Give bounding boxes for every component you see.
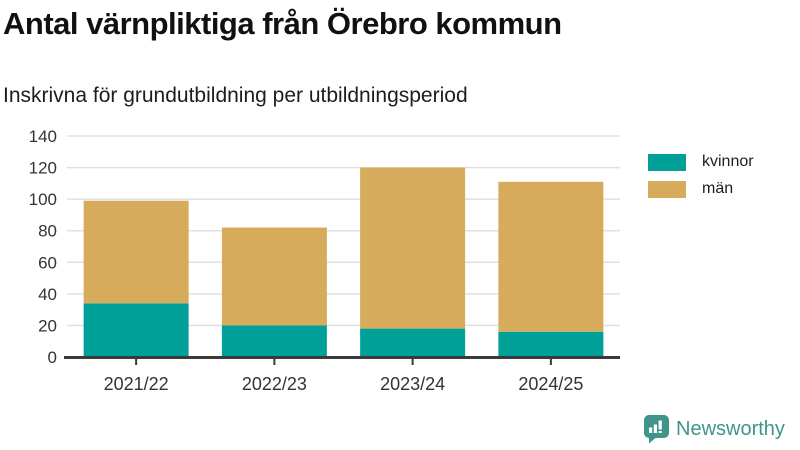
bar-segment-män-2023/24 xyxy=(360,167,466,329)
y-tick-label-120: 120 xyxy=(29,159,57,178)
chart-subtitle: Inskrivna för grundutbildning per utbild… xyxy=(3,84,468,107)
bar-segment-kvinnor-2021/22 xyxy=(83,303,189,357)
bar-segment-kvinnor-2024/25 xyxy=(498,331,604,357)
y-tick-label-140: 140 xyxy=(29,127,57,146)
y-tick-label-40: 40 xyxy=(38,285,57,304)
legend-item-kvinnor: kvinnor xyxy=(648,153,754,171)
legend-label-man: män xyxy=(702,180,734,197)
stacked-bar-chart: 0 20 40 60 80 100 120 140 2021/22 2022/23 2023/24 2… xyxy=(29,127,620,394)
x-tick-label-2021/22: 2021/22 xyxy=(104,374,169,394)
legend-item-man: män xyxy=(648,180,754,198)
x-tick-label-2023/24: 2023/24 xyxy=(380,374,445,394)
y-tick-label-100: 100 xyxy=(29,190,57,209)
bar-segment-kvinnor-2022/23 xyxy=(221,325,327,357)
x-tick-label-2024/25: 2024/25 xyxy=(518,374,583,394)
y-tick-label-80: 80 xyxy=(38,222,57,241)
y-tick-label-20: 20 xyxy=(38,316,57,335)
chart-title: Antal värnpliktiga från Örebro kommun xyxy=(3,6,562,41)
y-tick-label-0: 0 xyxy=(48,348,57,367)
bar-segment-män-2024/25 xyxy=(498,181,604,332)
bar-segment-män-2021/22 xyxy=(83,200,189,304)
bar-segment-män-2022/23 xyxy=(221,227,327,326)
legend-swatch-man xyxy=(648,180,686,198)
bar-segment-kvinnor-2023/24 xyxy=(360,328,466,357)
chart-legend: kvinnor män xyxy=(648,153,754,198)
legend-swatch-kvinnor xyxy=(648,153,686,171)
x-tick-label-2022/23: 2022/23 xyxy=(242,374,307,394)
legend-label-kvinnor: kvinnor xyxy=(702,153,754,170)
y-tick-label-60: 60 xyxy=(38,253,57,272)
newsworthy-logo-icon xyxy=(644,415,669,444)
newsworthy-brand-link[interactable]: Newsworthy xyxy=(644,415,785,444)
newsworthy-brand-text: Newsworthy xyxy=(676,418,785,440)
